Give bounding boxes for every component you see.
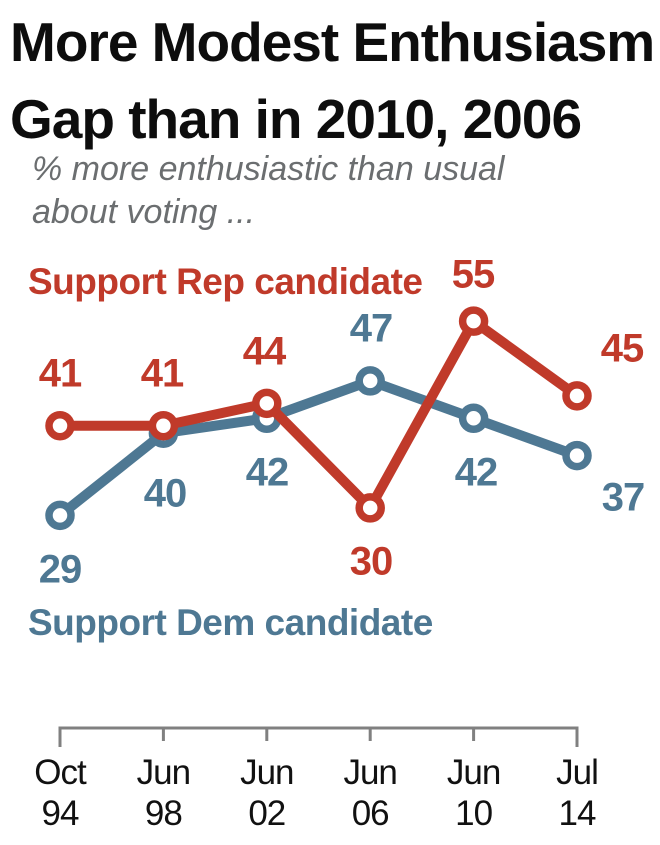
dem-line [56,375,579,520]
title-line-1: More Modest Enthusiasm [10,11,655,73]
dem-data-point-marker [458,403,489,434]
x-tick-label-line: Jul [556,753,599,792]
dem-data-point-marker [562,440,592,471]
subtitle-line-1: % more enthusiastic than usual [32,150,505,188]
dem-value-label: 42 [454,450,498,495]
dem-value-label: 29 [38,547,82,592]
dem-series-label: Support Dem candidate [28,602,433,643]
x-axis [58,726,579,747]
rep-value-label: 30 [349,539,393,584]
rep-value-label: 44 [242,329,286,374]
x-tick-label: Jun 10 [446,752,501,834]
rep-value-label: 45 [600,326,644,371]
dem-value-label: 47 [349,306,393,351]
dem-data-point-marker [45,500,75,531]
x-tick-label-line: 94 [41,794,80,833]
subtitle-line-2: about voting ... [32,193,256,231]
x-tick-label-line: Jun [240,753,294,792]
rep-data-point-marker [562,381,592,411]
rep-data-point-marker [355,493,385,523]
x-tick-label: Jul 14 [556,752,599,834]
x-tick-label-line: Jun [446,753,501,792]
x-tick-label-line: 98 [144,794,183,833]
rep-value-label: 55 [451,252,495,297]
title-line-2: Gap than in 2010, 2006 [10,88,582,150]
x-tick-label-line: 06 [351,794,390,833]
rep-data-point-marker [148,410,179,441]
x-tick-label: Jun 98 [136,752,191,834]
rep-data-point-marker [252,388,282,419]
rep-value-label: 41 [38,351,82,396]
dem-value-label: 37 [601,475,645,520]
dem-value-label: 40 [143,471,187,516]
x-tick-label: Jun 06 [343,752,397,834]
page-title: More Modest Enthusiasm Gap than in 2010,… [10,4,660,158]
x-tick-label-line: Jun [343,753,397,792]
rep-data-point-marker [458,306,489,336]
x-tick-label-line: 02 [248,794,286,833]
x-tick-label: Oct 94 [34,752,86,834]
x-tick-label-line: Jun [136,753,191,792]
rep-line [60,316,580,513]
chart-subtitle: % more enthusiastic than usual about vot… [32,148,632,234]
rep-data-point-marker [45,410,75,441]
x-tick-label-line: 10 [455,794,493,833]
x-tick-label-line: 14 [558,794,597,833]
x-tick-label-line: Oct [34,753,86,792]
rep-series-label: Support Rep candidate [28,261,423,302]
dem-data-point-marker [355,366,385,396]
dem-value-label: 42 [245,450,289,495]
rep-value-label: 41 [140,351,184,396]
x-tick-label: Jun 02 [240,752,294,834]
